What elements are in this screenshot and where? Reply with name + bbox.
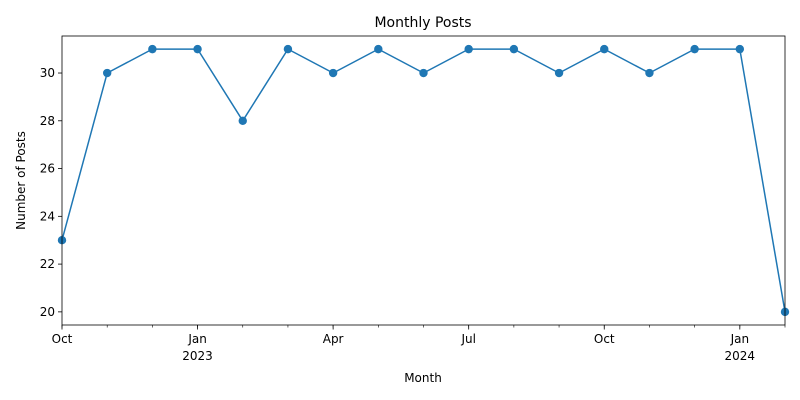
y-tick-label: 28 — [40, 114, 55, 128]
x-tick-year-label: 2024 — [725, 349, 756, 363]
data-point — [374, 44, 383, 54]
data-point — [193, 44, 202, 54]
y-tick-label: 26 — [40, 162, 55, 176]
data-point — [148, 44, 157, 54]
data-point — [735, 44, 745, 54]
y-tick-label: 22 — [40, 257, 55, 271]
data-point — [238, 116, 247, 125]
x-tick-label: Jul — [460, 332, 475, 346]
data-point — [509, 44, 519, 54]
data-point — [554, 68, 564, 78]
y-tick-label: 20 — [40, 305, 55, 319]
x-tick-label: Jan — [730, 332, 750, 346]
data-point — [419, 68, 428, 78]
x-tick-label: Jan — [187, 332, 207, 346]
x-tick-year-label: 2023 — [182, 349, 213, 363]
data-point — [102, 68, 112, 78]
x-tick-label: Oct — [52, 332, 73, 346]
y-tick-label: 24 — [40, 209, 55, 223]
axes-frame — [61, 35, 786, 326]
series-line — [61, 48, 786, 312]
data-point — [328, 68, 338, 78]
y-tick-label: 30 — [40, 66, 55, 80]
y-axis-label: Number of Posts — [14, 131, 28, 230]
data-point — [464, 44, 473, 54]
data-point — [690, 44, 699, 54]
data-point — [600, 44, 609, 54]
data-point — [283, 44, 293, 54]
data-point — [645, 68, 654, 78]
chart-title: Monthly Posts — [374, 15, 471, 31]
x-tick-label: Oct — [594, 332, 615, 346]
x-axis-label: Month — [404, 371, 442, 385]
x-tick-label: Apr — [323, 332, 344, 346]
plot-area: 20 22 24 26 28 30 Oct Jan 2023 Apr Jul Oct Jan 2024 — [40, 35, 790, 363]
